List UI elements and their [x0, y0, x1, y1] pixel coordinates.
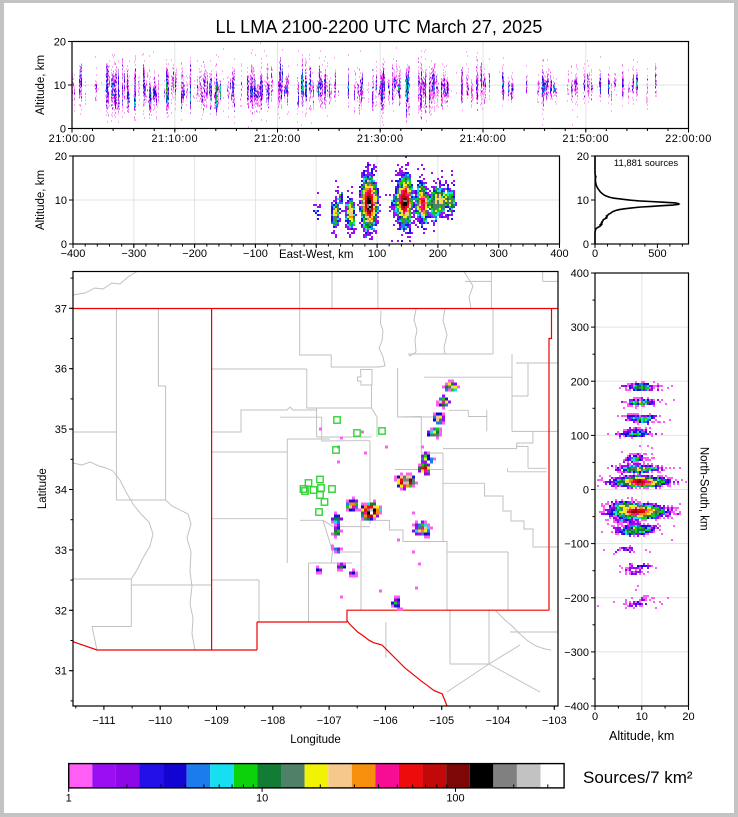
svg-text:21:40:00: 21:40:00 — [460, 133, 507, 145]
svg-text:10: 10 — [55, 195, 67, 207]
svg-text:300: 300 — [490, 248, 508, 260]
svg-text:Altitude, km: Altitude, km — [609, 729, 674, 743]
svg-text:−400: −400 — [61, 248, 86, 260]
svg-text:22:00:00: 22:00:00 — [665, 133, 712, 145]
svg-text:−300: −300 — [564, 647, 589, 659]
svg-text:−100: −100 — [243, 248, 268, 260]
svg-text:−107: −107 — [317, 715, 342, 727]
svg-text:0: 0 — [60, 124, 66, 136]
svg-text:−300: −300 — [121, 248, 146, 260]
svg-text:Latitude: Latitude — [37, 468, 49, 509]
svg-text:−400: −400 — [564, 701, 589, 713]
svg-text:20: 20 — [55, 151, 67, 163]
svg-text:10: 10 — [256, 793, 268, 805]
svg-text:−200: −200 — [182, 248, 207, 260]
svg-text:100: 100 — [368, 248, 386, 260]
svg-text:Altitude, km: Altitude, km — [35, 170, 47, 230]
svg-text:300: 300 — [571, 322, 589, 334]
svg-text:Altitude, km: Altitude, km — [35, 55, 47, 115]
svg-text:−103: −103 — [542, 715, 567, 727]
svg-text:500: 500 — [648, 248, 666, 260]
svg-text:200: 200 — [429, 248, 447, 260]
svg-text:200: 200 — [571, 376, 589, 388]
svg-text:0: 0 — [61, 239, 67, 251]
svg-text:−109: −109 — [204, 715, 229, 727]
svg-text:Longitude: Longitude — [290, 734, 341, 746]
svg-text:32: 32 — [55, 605, 67, 617]
svg-text:10: 10 — [577, 195, 589, 207]
svg-text:East-West, km: East-West, km — [279, 249, 354, 261]
svg-text:400: 400 — [571, 268, 589, 280]
svg-text:−108: −108 — [260, 715, 285, 727]
svg-text:31: 31 — [55, 666, 67, 678]
svg-text:−106: −106 — [373, 715, 398, 727]
svg-text:36: 36 — [55, 364, 67, 376]
svg-text:−100: −100 — [564, 539, 589, 551]
svg-text:21:50:00: 21:50:00 — [562, 133, 609, 145]
svg-text:−111: −111 — [92, 715, 115, 727]
svg-text:20: 20 — [682, 711, 694, 723]
svg-text:0: 0 — [592, 248, 598, 260]
svg-text:−104: −104 — [486, 715, 511, 727]
svg-text:LL LMA 2100-2200 UTC March 27,: LL LMA 2100-2200 UTC March 27, 2025 — [215, 17, 542, 37]
svg-text:−110: −110 — [148, 715, 172, 727]
svg-text:21:10:00: 21:10:00 — [151, 133, 198, 145]
svg-text:33: 33 — [55, 545, 67, 557]
svg-text:0: 0 — [592, 711, 598, 723]
svg-text:1: 1 — [66, 793, 72, 805]
svg-text:0: 0 — [583, 485, 589, 497]
svg-text:10: 10 — [636, 711, 648, 723]
svg-text:21:30:00: 21:30:00 — [357, 133, 404, 145]
svg-text:Sources/7 km²: Sources/7 km² — [583, 768, 693, 787]
svg-text:−105: −105 — [429, 715, 454, 727]
svg-text:100: 100 — [571, 430, 589, 442]
svg-text:North-South, km: North-South, km — [698, 447, 710, 531]
svg-text:20: 20 — [577, 151, 589, 163]
svg-text:21:20:00: 21:20:00 — [254, 133, 301, 145]
svg-text:20: 20 — [54, 37, 66, 49]
svg-text:21:00:00: 21:00:00 — [49, 133, 96, 145]
svg-text:10: 10 — [54, 80, 66, 92]
svg-text:0: 0 — [583, 239, 589, 251]
svg-text:35: 35 — [55, 424, 67, 436]
svg-text:100: 100 — [446, 793, 464, 805]
svg-text:11,881 sources: 11,881 sources — [614, 158, 679, 169]
svg-text:37: 37 — [55, 303, 67, 315]
svg-text:−200: −200 — [564, 593, 589, 605]
svg-text:400: 400 — [550, 248, 568, 260]
svg-text:34: 34 — [55, 485, 67, 497]
